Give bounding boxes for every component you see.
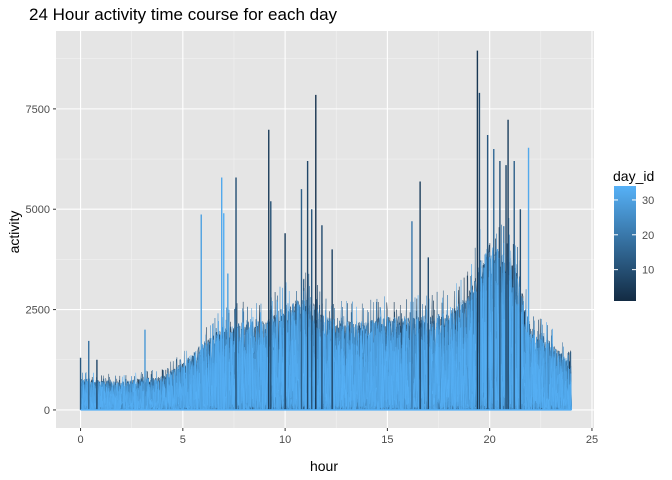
- x-tick-label: 5: [180, 434, 186, 446]
- x-tick-label: 20: [484, 434, 496, 446]
- chart-title: 24 Hour activity time course for each da…: [29, 5, 338, 24]
- x-tick-label: 10: [279, 434, 291, 446]
- x-axis-title: hour: [310, 458, 338, 474]
- legend-title: day_id: [613, 168, 654, 184]
- y-axis-title: activity: [6, 211, 22, 254]
- y-tick-label: 5000: [26, 204, 50, 216]
- x-tick-label: 25: [586, 434, 598, 446]
- y-axis: 0 2500 5000 7500: [26, 104, 56, 417]
- x-tick-label: 0: [77, 434, 83, 446]
- x-tick-label: 15: [381, 434, 393, 446]
- series-line-day: [80, 229, 572, 411]
- legend-tick-label: 20: [642, 230, 654, 242]
- legend: day_id 10 20 30: [613, 168, 654, 301]
- y-tick-label: 7500: [26, 104, 50, 116]
- activity-series: [79, 50, 572, 411]
- y-tick-label: 2500: [26, 305, 50, 317]
- series-line-day: [80, 253, 572, 411]
- legend-tick-label: 30: [642, 195, 654, 207]
- y-tick-label: 0: [44, 405, 50, 417]
- x-axis: 0 5 10 15 20 25: [77, 428, 598, 446]
- legend-tick-label: 10: [642, 265, 654, 277]
- legend-colorbar: [614, 186, 636, 301]
